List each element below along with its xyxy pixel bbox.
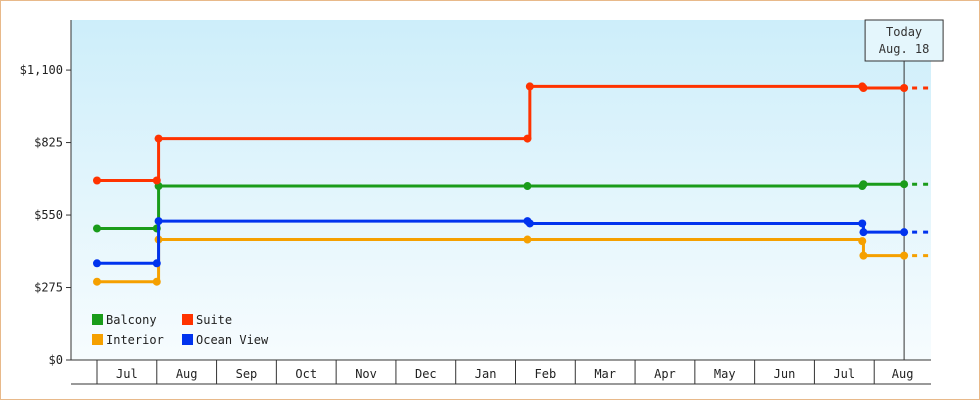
balcony-point [900, 180, 909, 189]
balcony-point [859, 180, 868, 189]
today-label-box [864, 19, 944, 62]
legend-swatch [182, 334, 193, 345]
x-tick-label: Nov [355, 367, 377, 381]
ocean-view-point [859, 228, 868, 237]
balcony-point [523, 182, 532, 191]
plot-area [71, 20, 931, 360]
legend: Balcony Suite Interior Ocean View [92, 313, 269, 347]
x-tick-label: Dec [415, 367, 437, 381]
x-tick-label: Mar [594, 367, 616, 381]
x-tick-label: Aug [892, 367, 914, 381]
interior-point [93, 277, 101, 286]
interior-point [152, 277, 161, 286]
y-tick-label: $1,100 [20, 63, 63, 77]
ocean-view-point [900, 228, 909, 237]
balcony-point [93, 224, 101, 233]
suite-point [154, 134, 163, 143]
x-tick-label: Sep [236, 367, 258, 381]
x-tick-label: May [714, 367, 736, 381]
ocean-view-point [154, 217, 163, 226]
ocean-view-point [525, 219, 534, 228]
legend-swatch [92, 314, 103, 325]
legend-swatch [92, 334, 103, 345]
y-tick-label: $550 [34, 208, 63, 222]
legend-label: Interior [106, 333, 164, 347]
ocean-view-point [152, 259, 161, 268]
x-tick-label: Jun [774, 367, 796, 381]
x-tick-label: Jan [475, 367, 497, 381]
y-tick-label: $275 [34, 281, 63, 295]
x-tick-label: Oct [295, 367, 317, 381]
ocean-view-point [93, 259, 101, 268]
interior-point [859, 251, 868, 260]
x-axis: Jul Aug Sep Oct Nov Dec Jan Feb Mar Apr May Jun Jul A… [71, 359, 931, 385]
legend-label: Balcony [106, 313, 157, 327]
suite-point [152, 176, 161, 185]
today-marker: Today Aug. 18 [864, 19, 944, 360]
suite-point [525, 82, 534, 91]
interior-point [900, 251, 909, 260]
suite-point [93, 176, 101, 185]
suite-point [523, 134, 532, 143]
legend-swatch [182, 314, 193, 325]
series-lines [93, 82, 931, 286]
interior-point [858, 237, 867, 246]
today-date: Aug. 18 [879, 42, 930, 56]
interior-point [523, 235, 532, 244]
legend-label: Suite [196, 313, 232, 327]
x-tick-label: Feb [535, 367, 557, 381]
y-tick-label: $0 [49, 353, 63, 367]
suite-point [859, 84, 868, 92]
x-tick-label: Jul [833, 367, 855, 381]
x-tick-label: Aug [176, 367, 198, 381]
y-axis: $0 $275 $550 $825 $1,100 [20, 20, 72, 367]
legend-label: Ocean View [196, 333, 269, 347]
ocean-view-point [858, 219, 867, 228]
x-tick-label: Jul [116, 367, 138, 381]
y-tick-label: $825 [34, 136, 63, 150]
x-tick-label: Apr [654, 367, 676, 381]
suite-point [900, 84, 909, 92]
today-label: Today [886, 25, 922, 39]
